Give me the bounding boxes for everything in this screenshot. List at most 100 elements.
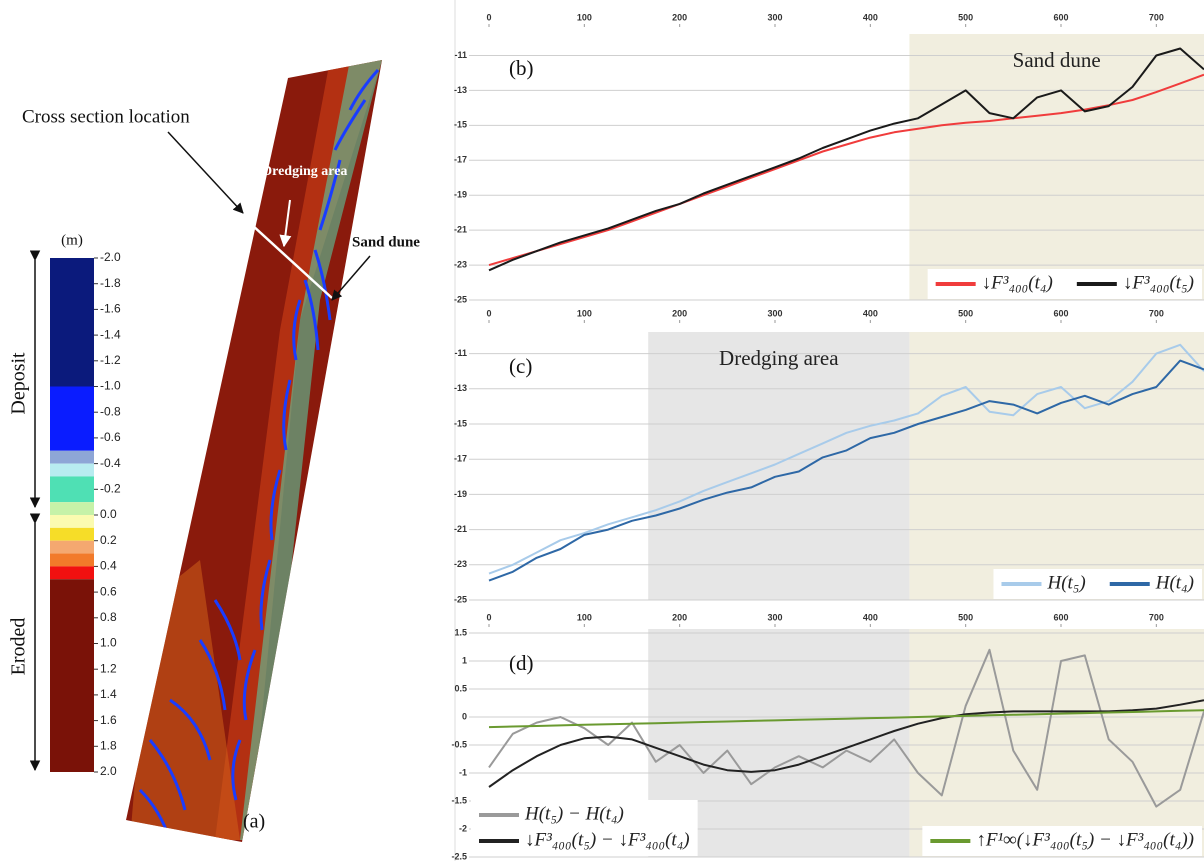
panel-label: (a) [243,811,265,833]
y-tick-label: -19 [454,190,467,200]
y-tick-label: -19 [454,489,467,499]
colorbar-tick-label: 0.6 [100,584,117,598]
x-tick-label: 200 [672,612,687,622]
y-tick-label: -25 [454,594,467,604]
y-tick-label: 1.5 [454,627,467,637]
legend-label: ↓F³₄₀₀(t₅) − ↓F³₄₀₀(t₄) [525,829,690,850]
plot: -11 -13 -15 -17 -19 -21 -23 -25 0 100 200 300 400 500… [454,12,1204,304]
colorbar-band [50,450,94,464]
y-tick-label: -23 [454,559,467,569]
x-tick-label: 600 [1053,12,1068,22]
cross-section-line [251,224,333,299]
colorbar-band [50,258,94,387]
region [909,34,1204,300]
y-tick-label: -11 [454,50,467,60]
y-tick-label: -25 [454,294,467,304]
colorbar-band [50,579,94,772]
line-series [488,47,1204,272]
y-tick-label: 0.5 [454,683,467,693]
region [648,332,910,600]
y-tick-label: -15 [454,418,467,428]
colorbar-band [50,540,94,554]
group-label: Deposit [8,352,30,415]
y-tick-label: -2 [459,823,467,833]
y-tick-label: -21 [454,225,467,235]
colorbar-tick-label: 0.2 [100,533,117,547]
colorbar-band [50,476,94,503]
colorbar-tick-label: 2.0 [100,764,117,778]
colorbar-tick-label: 1.8 [100,738,117,752]
colorbar-band [50,527,94,541]
legend: H(t₅) − H(t₄) ↓F³₄₀₀(t₅) − ↓F³₄₀₀(t₄) [471,800,698,856]
colorbar-band [50,553,94,567]
panel-label: (b) [509,56,534,80]
y-tick-label: -13 [454,85,467,95]
x-tick-label: 600 [1053,308,1068,318]
x-tick-label: 100 [577,308,592,318]
legend: ↑F¹∞(↓F³₄₀₀(t₅) − ↓F³₄₀₀(t₄)) [922,826,1202,856]
colorbar-tick-label: -0.8 [100,404,121,418]
y-tick-label: -2.5 [451,851,467,861]
colorbar-tick-label: -0.6 [100,430,121,444]
colorbar-tick-label: -1.2 [100,353,121,367]
legend-label: H(t₄) [1155,572,1194,593]
x-tick-label: 400 [863,308,878,318]
y-tick-label: 0 [462,711,467,721]
x-tick-label: 300 [767,308,782,318]
legend-label: H(t₅) − H(t₄) [524,803,624,824]
colorbar: -2.0 -1.8 -1.6 -1.4 -1.2 -1.0 -0.8 -0.6 -0.4 -0.2… [8,250,121,778]
panel-label: (c) [509,354,532,378]
x-tick-label: 300 [767,612,782,622]
x-tick-label: 200 [672,12,687,22]
x-tick-label: 500 [958,612,973,622]
colorbar-tick-label: 1.6 [100,713,117,727]
x-tick-label: 200 [672,308,687,318]
colorbar-band [50,566,94,580]
region-label: Dredging area [719,346,839,370]
plots: -11 -13 -15 -17 -19 -21 -23 -25 0 100 200 300 400 500… [451,0,1204,861]
y-tick-label: -0.5 [451,739,467,749]
legend-box [471,800,698,856]
line-series [488,699,1204,788]
y-tick-label: -15 [454,120,467,130]
colorbar-tick-label: 1.4 [100,687,117,701]
x-tick-label: 0 [486,612,491,622]
legend-label: ↓F³₄₀₀(t₄) [982,272,1053,293]
y-tick-label: -17 [454,155,467,165]
colorbar-tick-label: -1.8 [100,276,121,290]
plot: -11 -13 -15 -17 -19 -21 -23 -25 0 100 200 300 400 500… [454,308,1204,604]
x-tick-label: 500 [958,12,973,22]
y-tick-label: -23 [454,259,467,269]
x-tick-label: 100 [577,612,592,622]
colorbar-tick-label: -1.4 [100,327,121,341]
x-tick-label: 400 [863,12,878,22]
colorbar-band [50,386,94,451]
line-series [488,648,1204,808]
x-tick-label: 500 [958,308,973,318]
legend-label: ↓F³₄₀₀(t₅) [1123,272,1194,293]
colorbar-band [50,502,94,515]
line-series [488,709,1204,729]
map-strip [126,60,382,842]
colorbar-unit: (m) [61,232,83,248]
legend-label: H(t₅) [1046,572,1085,593]
arrow [279,199,292,248]
y-tick-label: -1.5 [451,795,467,805]
y-tick-label: -17 [454,454,467,464]
cross-section-label: Cross section location [22,106,190,127]
region-label: Sand dune [1013,48,1101,72]
colorbar-tick-label: -0.4 [100,456,121,470]
colorbar-tick-label: -1.6 [100,302,121,316]
panel-label: (d) [509,651,534,675]
dredging-label: Dredging area [262,164,347,179]
x-tick-label: 0 [486,308,491,318]
group-label: Eroded [8,618,30,676]
x-tick-label: 600 [1053,612,1068,622]
y-tick-label: -1 [459,767,467,777]
colorbar-tick-label: 1.0 [100,636,117,650]
plot: 1.5 1 0.5 0 -0.5 -1 -1.5 -2 -2.5 0 100 200 300 400 500… [451,612,1204,861]
y-tick-label: -11 [454,348,467,358]
line-series [488,73,1204,267]
x-tick-label: 700 [1149,12,1164,22]
